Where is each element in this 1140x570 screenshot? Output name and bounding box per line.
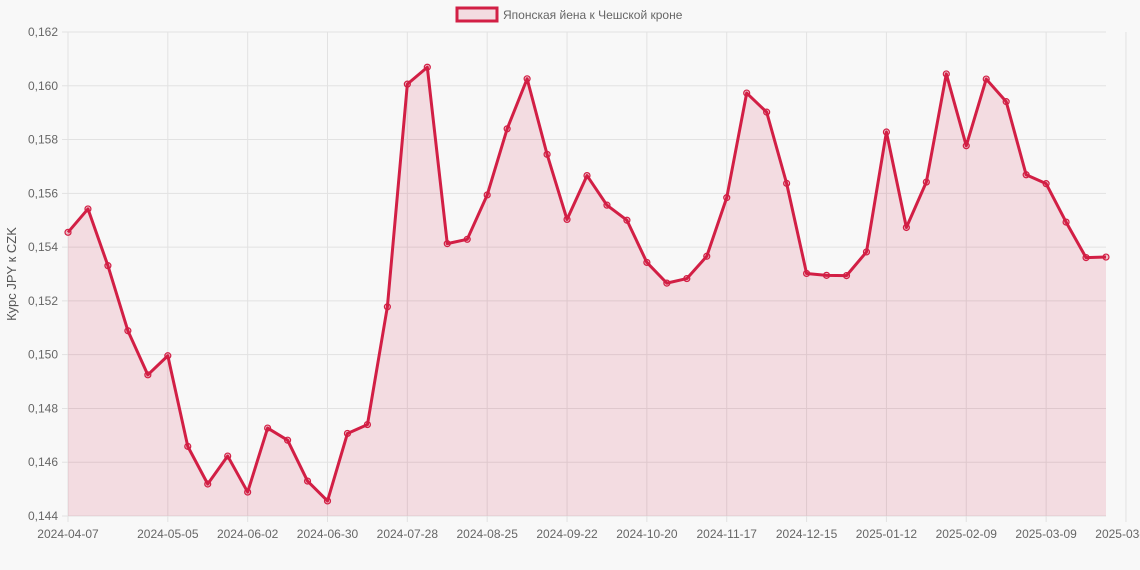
- y-tick-label: 0,158: [28, 133, 58, 147]
- data-point: [503, 125, 511, 133]
- data-point: [1082, 254, 1090, 262]
- x-gridlines: [67, 32, 1127, 522]
- legend-swatch: [455, 6, 499, 23]
- data-point: [343, 429, 352, 438]
- y-tick-label: 0,160: [28, 79, 58, 93]
- data-point: [1102, 253, 1110, 261]
- data-point: [244, 488, 252, 496]
- data-point: [463, 235, 471, 243]
- data-point: [523, 75, 531, 83]
- data-point: [483, 191, 491, 199]
- data-point: [663, 279, 671, 287]
- data-point: [543, 150, 551, 158]
- x-tick-label: 2024-06-02: [217, 527, 279, 541]
- y-axis-title: Курс JPY к CZK: [4, 227, 19, 321]
- data-point: [84, 205, 92, 213]
- x-tick-label: 2024-05-05: [137, 527, 199, 541]
- data-point: [563, 215, 571, 224]
- data-point: [822, 271, 831, 279]
- data-point: [323, 497, 332, 505]
- y-tick-label: 0,144: [28, 509, 58, 523]
- data-point: [942, 70, 950, 78]
- data-point: [184, 442, 192, 450]
- x-tick-label: 2024-08-25: [456, 527, 518, 541]
- data-point: [603, 201, 611, 209]
- data-point: [164, 352, 172, 360]
- data-point: [1062, 218, 1070, 226]
- data-point: [64, 228, 72, 236]
- series-line: [66, 65, 1107, 503]
- legend[interactable]: Японская йена к Чешской кроне: [455, 6, 683, 23]
- legend-label: Японская йена к Чешской кроне: [503, 8, 683, 22]
- data-point: [882, 128, 891, 136]
- x-tick-label: 2024-04-07: [37, 527, 99, 541]
- data-point: [1042, 180, 1050, 188]
- x-tick-label: 2024-11-17: [696, 527, 757, 541]
- x-tick-label: 2024-12-15: [776, 527, 838, 541]
- data-point: [723, 194, 731, 202]
- data-point: [383, 303, 391, 311]
- y-gridlines: [62, 31, 1106, 517]
- y-tick-label: 0,150: [28, 348, 58, 362]
- y-tick-label: 0,156: [28, 186, 58, 200]
- y-tick-label: 0,148: [28, 401, 58, 415]
- x-tick-label: 2024-06-30: [297, 527, 359, 541]
- x-tick-label: 2025-01-12: [856, 527, 918, 541]
- y-tick-label: 0,154: [28, 240, 58, 254]
- data-point: [363, 420, 372, 429]
- x-tick-label: 2024-10-20: [616, 527, 678, 541]
- x-tick-label: 2025-03-31: [1095, 527, 1140, 541]
- data-point: [104, 262, 112, 270]
- x-tick-label: 2024-09-22: [536, 527, 598, 541]
- data-point: [264, 424, 272, 432]
- data-point: [743, 89, 751, 97]
- data-points: [64, 63, 1110, 505]
- data-point: [982, 75, 990, 83]
- data-point: [783, 179, 791, 187]
- x-tick-label: 2024-07-28: [377, 527, 439, 541]
- data-point: [643, 258, 651, 267]
- area-fill: [68, 67, 1106, 516]
- data-point: [1002, 98, 1010, 106]
- data-point: [283, 436, 292, 444]
- data-point: [683, 274, 691, 283]
- data-point: [902, 223, 910, 232]
- data-point: [922, 178, 930, 186]
- y-tick-label: 0,162: [28, 25, 58, 39]
- y-tick-label: 0,146: [28, 455, 58, 469]
- data-point: [403, 80, 411, 88]
- y-axis: 0,144 0,146 0,148 0,150 0,152 0,154 0,156 0,158…: [28, 25, 58, 523]
- data-point: [224, 452, 232, 460]
- x-axis: 2024-04-07 2024-05-05 2024-06-02 2024-06-30…: [37, 527, 1140, 541]
- data-point: [423, 63, 431, 71]
- data-point: [623, 216, 631, 224]
- data-point: [144, 371, 152, 379]
- data-point: [204, 480, 212, 488]
- data-point: [862, 248, 871, 256]
- x-tick-label: 2025-03-09: [1015, 527, 1077, 541]
- data-point: [124, 327, 132, 335]
- data-point: [1022, 171, 1030, 179]
- data-point: [962, 142, 970, 150]
- data-point: [763, 108, 771, 116]
- y-tick-label: 0,152: [28, 294, 58, 308]
- data-point: [443, 240, 451, 248]
- x-tick-label: 2025-02-09: [936, 527, 998, 541]
- data-point: [703, 252, 711, 260]
- data-point: [842, 272, 851, 280]
- data-point: [303, 477, 312, 485]
- data-point: [802, 269, 811, 278]
- data-point: [583, 171, 591, 180]
